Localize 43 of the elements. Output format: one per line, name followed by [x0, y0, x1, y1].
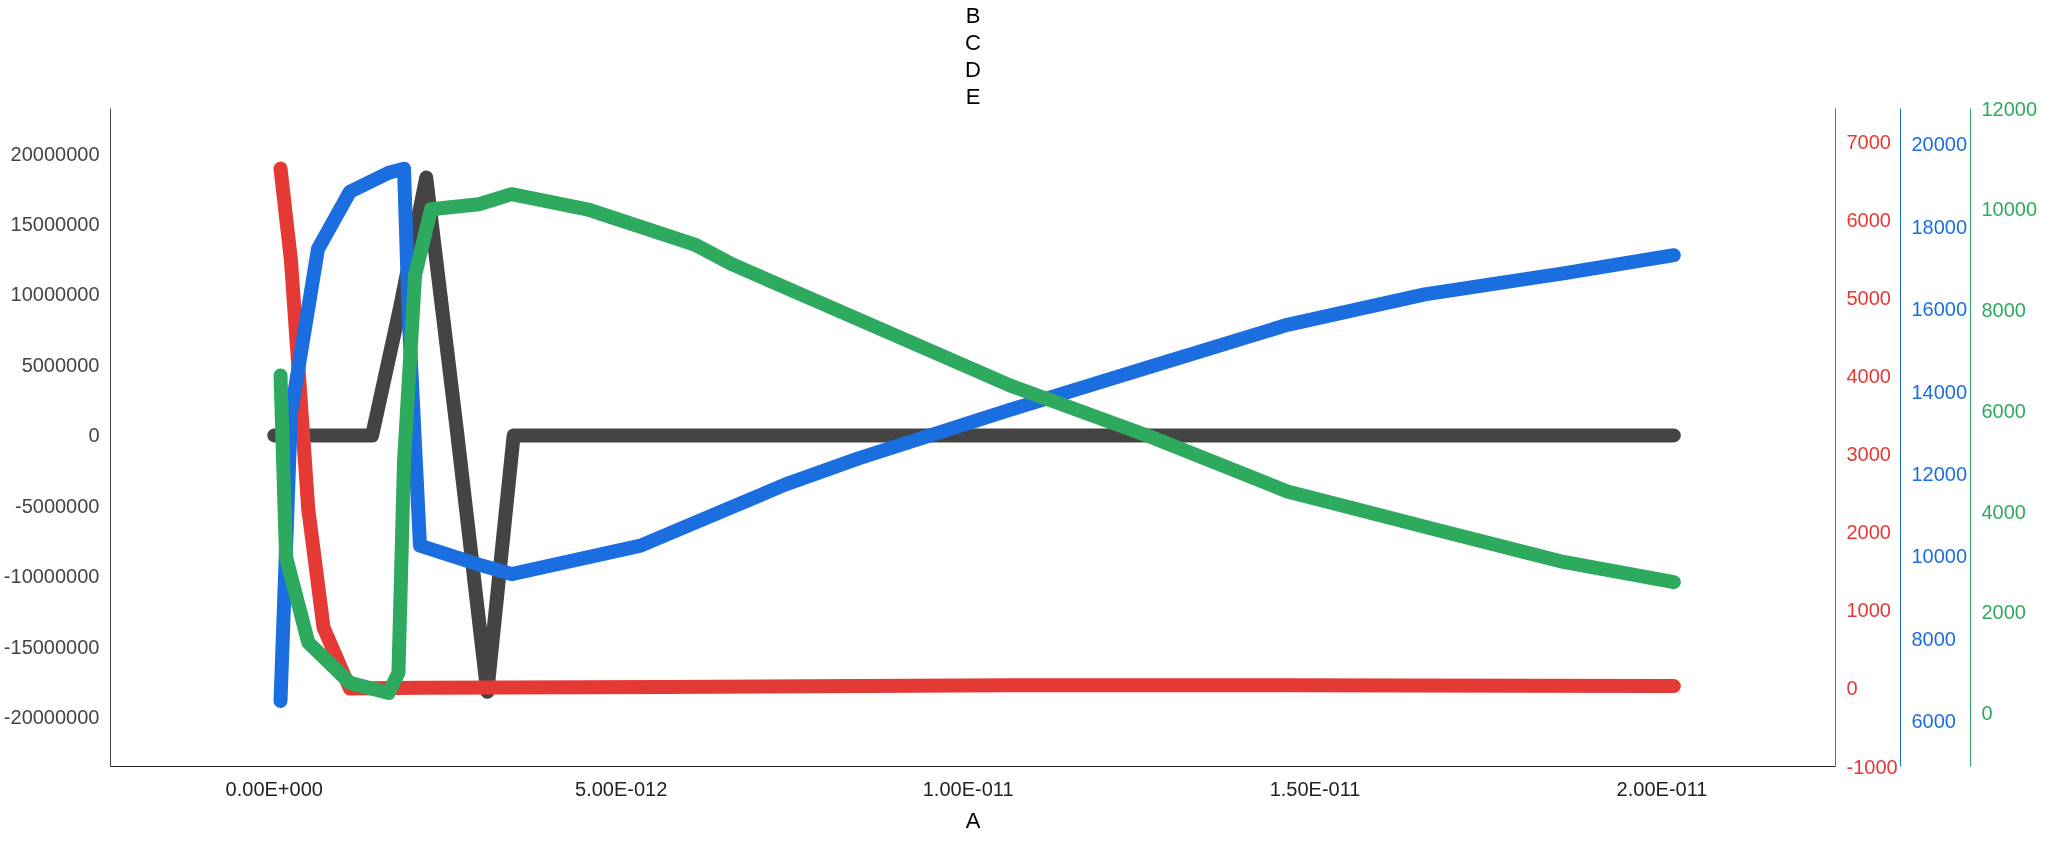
y3-tick-label: 6000	[1911, 710, 1956, 733]
y3-tick-label: 10000	[1911, 545, 1968, 568]
y2-tick-label: -1000	[1846, 755, 1898, 778]
y2-tick-label: 6000	[1846, 209, 1891, 232]
y-tick-label: 0	[1981, 702, 1993, 725]
text: D	[965, 56, 981, 82]
y-tick-label: -5000000	[14, 494, 100, 517]
y2-tick-label: 7000	[1846, 131, 1891, 154]
y-tick-label: 2000	[1981, 601, 2026, 624]
y-tick-label: 0	[88, 424, 100, 447]
y-tick-label: -10000000	[3, 565, 100, 588]
y3-tick-label: 12000	[1911, 462, 1968, 485]
y2-tick-label: 4000	[1846, 365, 1891, 388]
y2-tick-label: 5000	[1846, 287, 1891, 310]
x-tick-label: 1.50E-011	[1269, 777, 1361, 800]
y-tick-label: 12000	[1981, 97, 2038, 120]
x-tick-label: 2.00E-011	[1616, 777, 1708, 800]
y-tick-label: 5000000	[21, 353, 100, 376]
y-tick-label: 6000	[1981, 399, 2026, 422]
text: B	[965, 2, 981, 28]
x-tick-label: 5.00E-012	[575, 777, 668, 800]
text: C	[965, 29, 982, 55]
y-tick-label: 4000	[1981, 500, 2026, 523]
x-axis-title: A	[965, 807, 981, 833]
x-tick-label: 1.00E-011	[922, 777, 1014, 800]
y3-tick-label: 14000	[1911, 380, 1968, 403]
y2-tick-label: 2000	[1846, 521, 1891, 544]
y2-tick-label: 1000	[1846, 599, 1891, 622]
y-tick-label: -15000000	[3, 635, 100, 658]
annotation: E	[965, 83, 981, 109]
y-tick-label: -20000000	[3, 706, 100, 729]
y2-tick-label: 3000	[1846, 443, 1891, 466]
y-tick-label: 15000000	[10, 213, 100, 236]
y-tick-label: 10000000	[10, 283, 100, 306]
y-tick-label: 10000	[1981, 198, 2038, 221]
y3-tick-label: 18000	[1911, 215, 1968, 238]
x-tick-label: 0.00E+000	[225, 777, 323, 800]
y-tick-label: 8000	[1981, 299, 2026, 322]
y3-tick-label: 20000	[1911, 133, 1968, 156]
y3-tick-label: 16000	[1911, 298, 1968, 321]
y2-tick-label: 0	[1846, 677, 1858, 700]
y3-tick-label: 8000	[1911, 627, 1956, 650]
y-tick-label: 20000000	[10, 142, 100, 165]
